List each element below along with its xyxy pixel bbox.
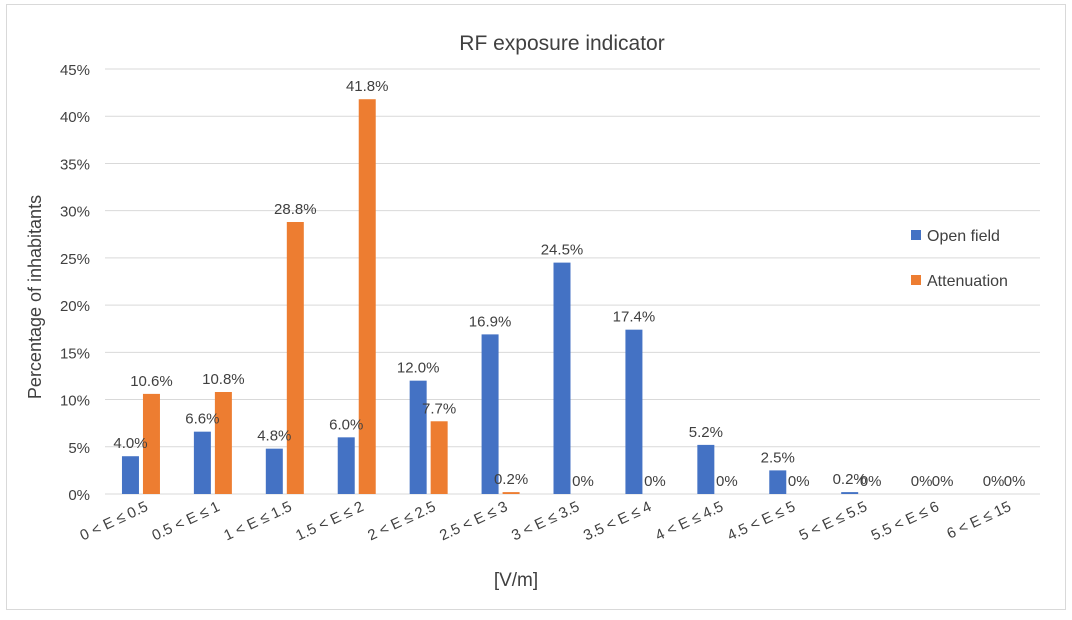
- data-label: 0.2%: [494, 471, 528, 488]
- bar-open-field: [553, 262, 571, 494]
- bar-attenuation: [142, 393, 160, 494]
- data-label: 2.5%: [761, 449, 795, 466]
- bar-open-field: [193, 431, 211, 494]
- data-label: 0%: [644, 473, 666, 490]
- data-label: 0%: [932, 473, 954, 490]
- y-tick-label: 10%: [60, 393, 90, 410]
- bar-open-field: [265, 448, 283, 494]
- data-label: 0%: [1004, 473, 1026, 490]
- data-label: 5.2%: [689, 424, 723, 441]
- y-tick-label: 20%: [60, 298, 90, 315]
- y-tick-label: 35%: [60, 156, 90, 173]
- y-tick-label: 25%: [60, 251, 90, 268]
- y-tick-label: 30%: [60, 204, 90, 221]
- bar-open-field: [409, 380, 427, 494]
- data-label: 10.6%: [130, 373, 173, 390]
- legend-label: Open field: [927, 228, 1000, 245]
- data-label: 4.0%: [113, 435, 147, 452]
- y-tick-label: 15%: [60, 345, 90, 362]
- bar-attenuation: [430, 421, 448, 494]
- y-axis-label: Percentage of inhabitants: [25, 195, 45, 399]
- bar-open-field: [841, 492, 859, 494]
- legend-swatch: [911, 275, 921, 285]
- bar-open-field: [481, 334, 499, 494]
- data-label: 10.8%: [202, 371, 245, 388]
- data-label: 12.0%: [397, 360, 440, 377]
- bar-open-field: [337, 437, 355, 494]
- data-label: 0%: [572, 473, 594, 490]
- bar-open-field: [697, 444, 715, 494]
- y-tick-label: 0%: [68, 487, 90, 504]
- data-label: 41.8%: [346, 78, 389, 95]
- data-label: 4.8%: [257, 428, 291, 445]
- x-axis-label: [V/m]: [494, 570, 538, 591]
- data-label: 7.7%: [422, 400, 456, 417]
- y-tick-label: 5%: [68, 440, 90, 457]
- chart-border: [6, 4, 1066, 610]
- data-label: 6.6%: [185, 411, 219, 428]
- bar-attenuation: [286, 222, 304, 494]
- y-tick-label: 40%: [60, 109, 90, 126]
- data-label: 28.8%: [274, 201, 317, 218]
- data-label: 0%: [860, 473, 882, 490]
- data-label: 0%: [983, 473, 1005, 490]
- data-label: 0%: [911, 473, 933, 490]
- data-label: 0.2%: [833, 471, 867, 488]
- legend-swatch: [911, 230, 921, 240]
- data-label: 0%: [788, 473, 810, 490]
- data-label: 0%: [716, 473, 738, 490]
- data-label: 16.9%: [469, 313, 512, 330]
- bar-attenuation: [502, 492, 520, 494]
- chart-title: RF exposure indicator: [459, 32, 664, 55]
- data-label: 6.0%: [329, 416, 363, 433]
- data-label: 24.5%: [541, 242, 584, 259]
- data-label: 17.4%: [613, 309, 656, 326]
- bar-open-field: [121, 456, 139, 494]
- legend-label: Attenuation: [927, 273, 1008, 290]
- y-tick-label: 45%: [60, 62, 90, 79]
- bar-attenuation: [358, 99, 376, 494]
- bar-attenuation: [214, 392, 232, 494]
- bar-open-field: [625, 329, 643, 494]
- bar-open-field: [769, 470, 787, 494]
